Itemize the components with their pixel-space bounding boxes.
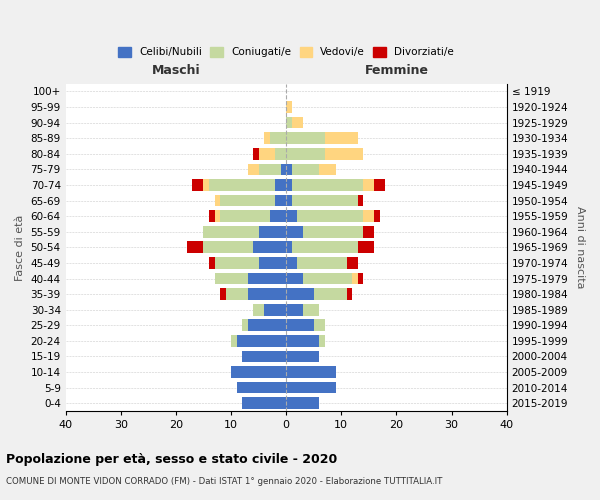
Bar	[319, 164, 336, 175]
Bar	[286, 226, 303, 237]
Bar	[231, 335, 236, 346]
Bar	[215, 210, 220, 222]
Bar	[220, 288, 226, 300]
Bar	[364, 179, 374, 191]
Bar	[203, 226, 259, 237]
Bar	[248, 288, 286, 300]
Bar	[347, 288, 352, 300]
Bar	[297, 257, 347, 269]
Bar	[242, 398, 286, 409]
Bar	[364, 226, 374, 237]
Bar	[259, 226, 286, 237]
Bar	[226, 288, 248, 300]
Bar	[286, 320, 314, 331]
Bar	[286, 398, 319, 409]
Bar	[325, 148, 364, 160]
Bar	[253, 242, 286, 253]
Bar	[297, 210, 364, 222]
Bar	[259, 257, 286, 269]
Bar	[303, 272, 352, 284]
Bar	[236, 335, 286, 346]
Bar	[286, 288, 314, 300]
Bar	[286, 210, 297, 222]
Bar	[286, 350, 319, 362]
Bar	[292, 242, 358, 253]
Bar	[292, 117, 303, 128]
Bar	[286, 366, 336, 378]
Bar	[286, 132, 325, 144]
Bar	[292, 164, 319, 175]
Bar	[248, 272, 286, 284]
Text: COMUNE DI MONTE VIDON CORRADO (FM) - Dati ISTAT 1° gennaio 2020 - Elaborazione T: COMUNE DI MONTE VIDON CORRADO (FM) - Dat…	[6, 478, 442, 486]
Bar	[209, 257, 215, 269]
Bar	[215, 194, 220, 206]
Bar	[209, 179, 275, 191]
Bar	[286, 148, 325, 160]
Bar	[358, 242, 374, 253]
Bar	[286, 382, 336, 394]
Bar	[231, 366, 286, 378]
Bar	[220, 194, 275, 206]
Bar	[264, 304, 286, 316]
Bar	[220, 210, 269, 222]
Bar	[203, 242, 253, 253]
Bar	[187, 242, 203, 253]
Bar	[286, 272, 303, 284]
Bar	[314, 320, 325, 331]
Bar	[286, 335, 319, 346]
Bar	[203, 179, 209, 191]
Bar	[275, 179, 286, 191]
Bar	[242, 350, 286, 362]
Bar	[358, 272, 364, 284]
Bar	[269, 210, 286, 222]
Bar	[275, 148, 286, 160]
Bar	[374, 179, 385, 191]
Bar	[352, 272, 358, 284]
Bar	[264, 132, 269, 144]
Bar	[303, 226, 364, 237]
Bar	[292, 194, 358, 206]
Bar	[259, 164, 281, 175]
Bar	[364, 210, 374, 222]
Bar	[286, 257, 297, 269]
Y-axis label: Fasce di età: Fasce di età	[15, 214, 25, 280]
Bar	[269, 132, 286, 144]
Bar	[286, 194, 292, 206]
Legend: Celibi/Nubili, Coniugati/e, Vedovi/e, Divorziati/e: Celibi/Nubili, Coniugati/e, Vedovi/e, Di…	[114, 43, 458, 62]
Bar	[347, 257, 358, 269]
Bar	[275, 194, 286, 206]
Y-axis label: Anni di nascita: Anni di nascita	[575, 206, 585, 288]
Bar	[303, 304, 319, 316]
Bar	[281, 164, 286, 175]
Bar	[286, 164, 292, 175]
Bar	[325, 132, 358, 144]
Bar	[248, 320, 286, 331]
Bar	[248, 164, 259, 175]
Bar	[374, 210, 380, 222]
Bar	[193, 179, 203, 191]
Bar	[286, 304, 303, 316]
Bar	[286, 179, 292, 191]
Bar	[292, 179, 364, 191]
Bar	[319, 335, 325, 346]
Bar	[253, 148, 259, 160]
Bar	[242, 320, 248, 331]
Bar	[236, 382, 286, 394]
Text: Popolazione per età, sesso e stato civile - 2020: Popolazione per età, sesso e stato civil…	[6, 452, 337, 466]
Bar	[314, 288, 347, 300]
Bar	[286, 117, 292, 128]
Text: Femmine: Femmine	[364, 64, 428, 78]
Bar	[286, 242, 292, 253]
Bar	[253, 304, 264, 316]
Bar	[286, 101, 292, 113]
Bar	[209, 210, 215, 222]
Text: Maschi: Maschi	[152, 64, 200, 78]
Bar	[358, 194, 364, 206]
Bar	[259, 148, 275, 160]
Bar	[215, 257, 259, 269]
Bar	[215, 272, 248, 284]
